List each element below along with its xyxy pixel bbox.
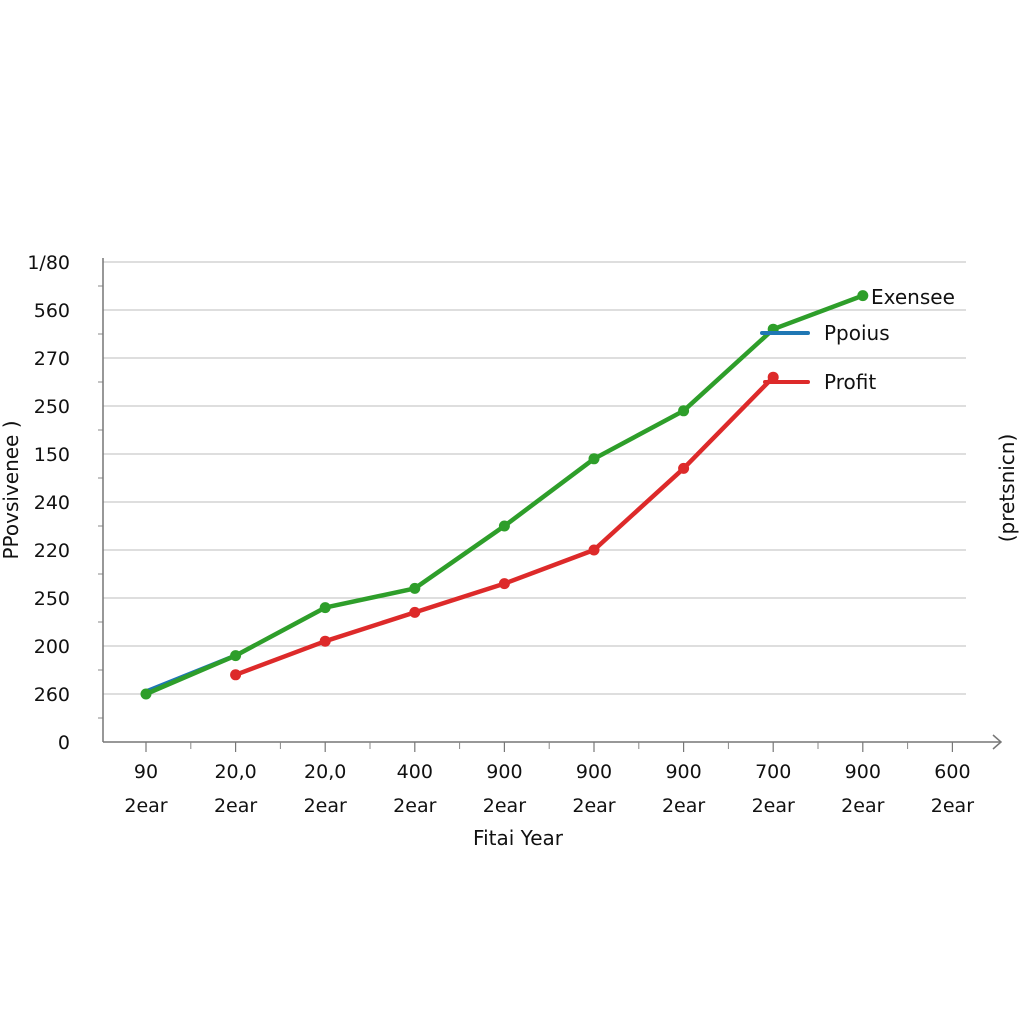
x-tick-label: 900 — [486, 761, 522, 783]
data-point — [767, 371, 779, 383]
x-tick-sublabel: 2ear — [841, 795, 884, 817]
x-axis-arrow — [992, 734, 1003, 750]
y-tick-label: 560 — [34, 300, 70, 322]
y-tick-label: 150 — [34, 444, 70, 466]
data-point — [230, 669, 242, 681]
x-tick-label: 20,0 — [304, 761, 346, 783]
legend: Exensee Ppoius Profit — [760, 285, 955, 394]
data-point — [319, 602, 331, 614]
data-point — [588, 453, 600, 465]
x-tick-label: 90 — [134, 761, 158, 783]
data-point — [409, 606, 421, 618]
y-tick-label: 220 — [34, 540, 70, 562]
y-tick-label: 0 — [58, 732, 70, 754]
legend-label-profit: Profit — [824, 370, 876, 394]
data-point — [230, 650, 242, 662]
x-tick-sublabel: 2ear — [572, 795, 615, 817]
series-line-exensee — [143, 293, 866, 697]
y-axis-title: PPovsivenee ) — [0, 420, 23, 559]
data-point — [498, 520, 510, 532]
y-tick-label: 200 — [34, 636, 70, 658]
data-point — [857, 290, 869, 302]
x-tick-label: 700 — [755, 761, 791, 783]
y-tick-label: 250 — [34, 588, 70, 610]
y-tick-label: 270 — [34, 348, 70, 370]
data-point — [140, 688, 152, 700]
y-tick-label: 250 — [34, 396, 70, 418]
x-axis-title: Fitai Year — [473, 826, 564, 850]
x-tick-label: 900 — [845, 761, 881, 783]
x-tick-label: 900 — [576, 761, 612, 783]
x-tick-label: 600 — [934, 761, 970, 783]
x-tick-sublabel: 2ear — [752, 795, 795, 817]
x-tick-sublabel: 2ear — [124, 795, 167, 817]
x-tick-sublabel: 2ear — [393, 795, 436, 817]
x-tick-sublabel: 2ear — [662, 795, 705, 817]
legend-label-exensee: Exensee — [871, 285, 955, 309]
x-tick-label: 20,0 — [214, 761, 256, 783]
x-tick-sublabel: 2ear — [214, 795, 257, 817]
y-tick-labels: 0 260 200 250 220 240 150 250 270 560 1/80 — [27, 252, 70, 754]
axes — [98, 258, 1003, 752]
y-tick-label: 1/80 — [27, 252, 70, 274]
x-tick-sublabel: 2ear — [483, 795, 526, 817]
series-lines — [140, 290, 869, 700]
legend-label-ppoius: Ppoius — [824, 321, 890, 345]
y-axis-title-right: (pretsnicn) — [995, 434, 1019, 543]
data-point — [678, 405, 690, 417]
data-point — [409, 582, 421, 594]
x-tick-labels: 90 2ear 20,0 2ear 20,0 2ear 400 2ear 900 2ear 900 2… — [124, 761, 974, 817]
data-point — [678, 462, 690, 474]
x-tick-sublabel: 2ear — [304, 795, 347, 817]
y-tick-label: 260 — [34, 684, 70, 706]
data-point — [319, 635, 331, 647]
data-point — [588, 544, 600, 556]
x-tick-label: 400 — [397, 761, 433, 783]
x-tick-label: 900 — [665, 761, 701, 783]
data-point — [498, 578, 510, 590]
x-tick-sublabel: 2ear — [931, 795, 974, 817]
y-tick-label: 240 — [34, 492, 70, 514]
